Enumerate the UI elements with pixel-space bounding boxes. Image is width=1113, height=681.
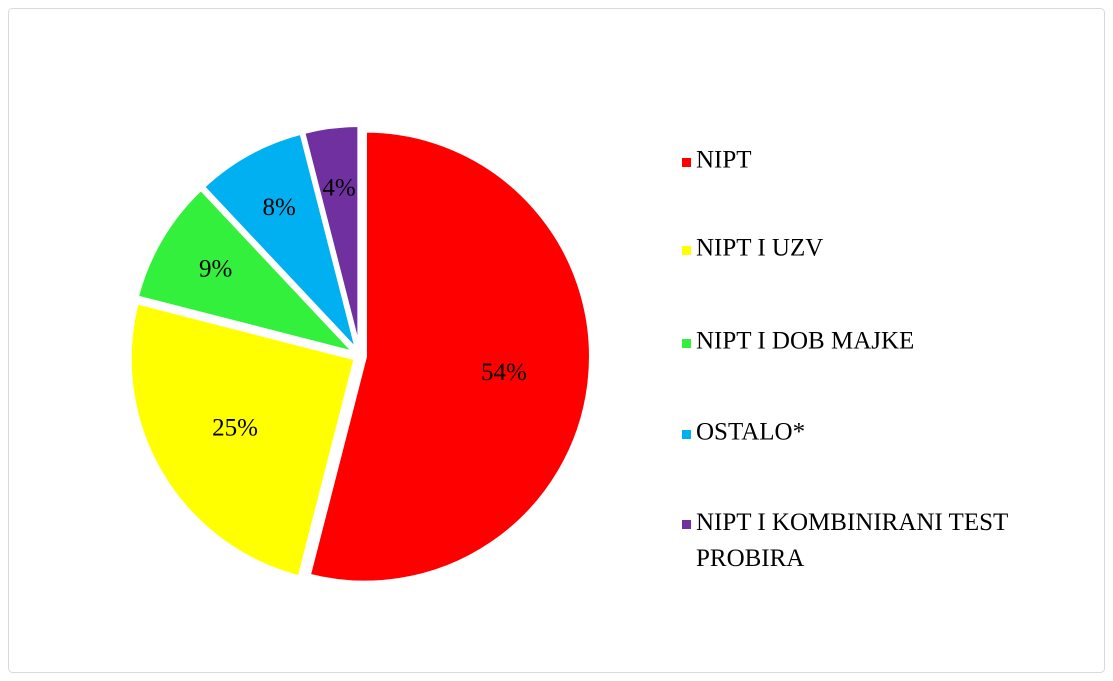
legend-swatch xyxy=(682,339,691,348)
legend-label: NIPT xyxy=(696,147,752,174)
pie-slice xyxy=(134,185,362,358)
legend-swatch xyxy=(682,246,691,255)
pie-slice xyxy=(306,128,593,585)
legend-label: NIPT I KOMBINIRANI TEST PROBIRA xyxy=(696,509,1014,572)
legend-swatch xyxy=(682,520,691,529)
data-label: 54% xyxy=(481,359,527,386)
legend-label: OSTALO* xyxy=(696,419,805,446)
data-label: 9% xyxy=(199,255,232,282)
data-label: 4% xyxy=(322,174,355,201)
legend-label: NIPT I DOB MAJKE xyxy=(696,328,914,355)
data-label: 25% xyxy=(212,415,258,442)
legend-swatch xyxy=(682,430,691,439)
data-label: 8% xyxy=(263,194,296,221)
pie-slice xyxy=(127,299,359,580)
pie-slice xyxy=(200,130,360,353)
legend-label: NIPT I UZV xyxy=(696,235,823,262)
pie-slice xyxy=(300,123,362,352)
legend-swatch xyxy=(682,158,691,167)
